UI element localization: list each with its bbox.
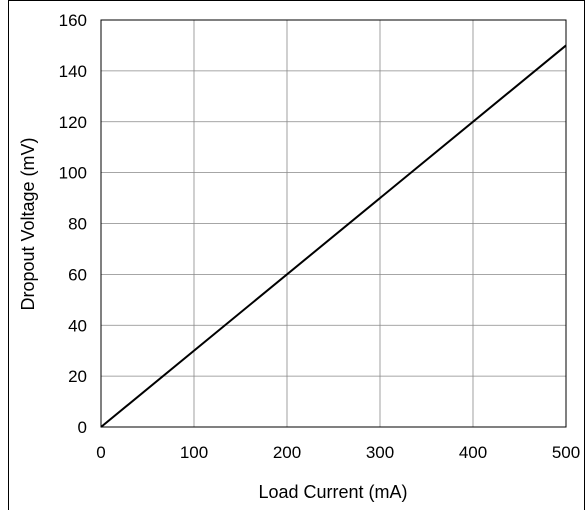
x-axis-ticks: 0 100 200 300 400 500 <box>96 443 580 462</box>
series-line <box>100 44 567 428</box>
y-tick-label: 120 <box>59 113 87 132</box>
y-tick-label: 0 <box>78 418 87 437</box>
y-tick-label: 140 <box>59 62 87 81</box>
y-axis-title: Dropout Voltage (mV) <box>18 137 38 310</box>
y-tick-label: 20 <box>68 367 87 386</box>
x-tick-label: 200 <box>273 443 301 462</box>
y-tick-label: 100 <box>59 164 87 183</box>
series-layer <box>100 44 567 428</box>
grid <box>101 20 566 427</box>
y-tick-label: 80 <box>68 215 87 234</box>
x-axis-title: Load Current (mA) <box>258 482 407 502</box>
y-axis-ticks: 0 20 40 60 80 100 120 140 160 <box>59 11 87 437</box>
y-tick-label: 160 <box>59 11 87 30</box>
figure-frame <box>8 0 585 510</box>
x-tick-label: 100 <box>180 443 208 462</box>
y-tick-label: 60 <box>68 265 87 284</box>
x-tick-label: 400 <box>459 443 487 462</box>
x-tick-label: 0 <box>96 443 105 462</box>
plot-area <box>100 19 567 428</box>
y-tick-label: 40 <box>68 316 87 335</box>
x-tick-label: 300 <box>366 443 394 462</box>
x-tick-label: 500 <box>552 443 580 462</box>
